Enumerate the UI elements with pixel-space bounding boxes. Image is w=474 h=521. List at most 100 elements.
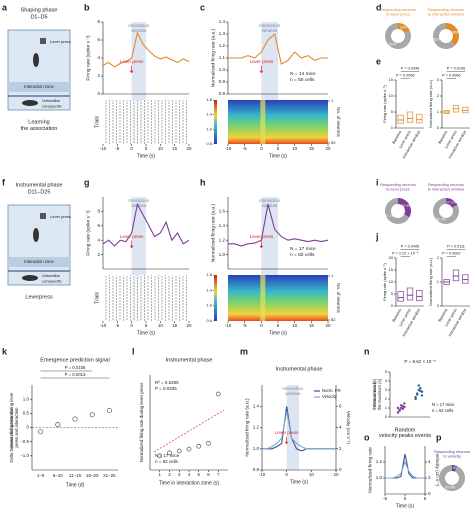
label: Normalized firing rate (a.u.) xyxy=(428,79,433,128)
label: window xyxy=(262,203,278,208)
label: Random xyxy=(395,427,416,433)
label: P = 0.0006 xyxy=(442,74,460,78)
y-tick-label: 1 xyxy=(437,279,440,284)
y2-tick-label: 4 xyxy=(339,425,342,430)
label: 0.6 xyxy=(206,141,212,146)
point xyxy=(186,446,192,452)
y-tick-label: 15 xyxy=(389,267,394,272)
y-tick-label: 4 xyxy=(97,237,100,242)
label: N = 17 mice xyxy=(290,246,316,252)
label: Responding neurons xyxy=(434,449,470,454)
y-tick-label: 1.4 xyxy=(253,403,260,408)
label: Time (s) xyxy=(396,503,414,509)
point xyxy=(157,453,163,459)
y-tick-label: 2 xyxy=(437,93,440,98)
label: the association xyxy=(21,126,58,132)
x-tick-label: 1 xyxy=(158,472,161,477)
x-tick-label: -10 xyxy=(225,146,232,151)
label: Time to reach xyxy=(372,381,377,407)
label: Normalized firing rate (a.u.) xyxy=(210,204,216,263)
value-label: 82.9% xyxy=(436,218,447,222)
label: Interaction xyxy=(259,198,281,203)
dot xyxy=(414,396,417,399)
label: Time in interaction zone (s) xyxy=(159,480,219,486)
x-tick-label: 20 xyxy=(333,472,339,477)
x-tick-label: -5 xyxy=(115,146,119,151)
y-tick-label: 3 xyxy=(385,387,388,392)
y-tick-label: 1 xyxy=(437,109,440,114)
label: 1 xyxy=(331,273,334,278)
event-arrow xyxy=(259,240,264,249)
chamber xyxy=(7,204,71,286)
y-tick-label: 1.0 xyxy=(23,396,30,401)
dot xyxy=(417,384,420,387)
box xyxy=(416,290,423,302)
x-tick-label: 20 xyxy=(325,146,331,151)
label: Responding neurons xyxy=(428,182,464,187)
trace xyxy=(262,411,336,450)
panel-letter: d xyxy=(376,2,382,12)
y-tick-label: 2 xyxy=(97,252,100,257)
fit-line xyxy=(153,409,225,453)
event-arrow xyxy=(284,436,289,445)
label: Normalized firing rate (a.u.) xyxy=(428,257,433,306)
y2-tick-label: 6 xyxy=(339,403,342,408)
mean-point xyxy=(89,412,95,418)
x-tick-label: 10 xyxy=(292,323,298,328)
label: Responding neurons xyxy=(428,7,464,12)
label: Time (s) xyxy=(137,330,155,336)
label: 82 xyxy=(331,317,336,322)
label: 1.4 xyxy=(206,112,212,117)
y2-tick-label: 2 xyxy=(339,446,342,451)
x-tick-label: 15 xyxy=(309,323,315,328)
y-tick-label: 1.4 xyxy=(219,19,226,24)
legend-label: Norm. FR xyxy=(322,388,341,393)
x-tick-label: 10 xyxy=(292,146,298,151)
dot xyxy=(403,402,406,405)
label: 50 xyxy=(331,140,336,145)
label: n = 82 cells xyxy=(290,252,315,258)
dot xyxy=(403,405,406,409)
panel-letter: b xyxy=(84,2,90,12)
y-tick-label: 4 xyxy=(97,55,100,60)
box xyxy=(397,291,404,302)
schematic-a xyxy=(7,29,71,111)
label: No. of neurons xyxy=(336,283,341,313)
lever xyxy=(40,213,46,219)
label: press and interaction xyxy=(9,407,14,447)
panel-letter: i xyxy=(376,177,379,187)
y-tick-label: 1.4 xyxy=(219,223,226,228)
panel-letter: f xyxy=(2,177,6,187)
x-tick-label: 0 xyxy=(260,323,263,328)
colorbar xyxy=(214,275,217,321)
schematic-f xyxy=(7,204,71,286)
point xyxy=(215,391,221,397)
donut-slice xyxy=(398,23,410,34)
label: 1.4 xyxy=(206,287,212,292)
y-tick-label: 6 xyxy=(97,37,100,42)
y-tick-label: 0 xyxy=(385,414,388,419)
y-tick-label: 0.8 xyxy=(219,91,226,96)
label: Interaction xyxy=(128,23,150,28)
panel-letter: j xyxy=(375,231,379,241)
label: Time (d) xyxy=(66,482,85,488)
x-tick-label: -5 xyxy=(383,496,387,501)
value-label: 62% xyxy=(433,38,441,42)
dot xyxy=(416,392,419,395)
x-tick-label: 15 xyxy=(309,146,315,151)
label: Lever press xyxy=(120,59,144,64)
y-tick-label: 1.2 xyxy=(219,43,226,48)
x-tick-label: 10 xyxy=(158,146,164,151)
y-tick-label: 5 xyxy=(391,109,394,114)
heatmap xyxy=(228,275,328,321)
label: Normalized firing rate (a.u.) xyxy=(210,29,216,88)
label: N = 14 mice xyxy=(290,71,316,77)
y-tick-label: 1.0 xyxy=(253,446,260,451)
donut-slice xyxy=(438,465,465,492)
x-tick-label: 6–10 xyxy=(53,473,64,478)
label: Trials xyxy=(94,291,100,304)
label: Normalized firing rate during lever pres… xyxy=(139,382,144,463)
box xyxy=(416,113,423,124)
trace xyxy=(385,453,425,479)
x-tick-label: 5 xyxy=(197,472,200,477)
